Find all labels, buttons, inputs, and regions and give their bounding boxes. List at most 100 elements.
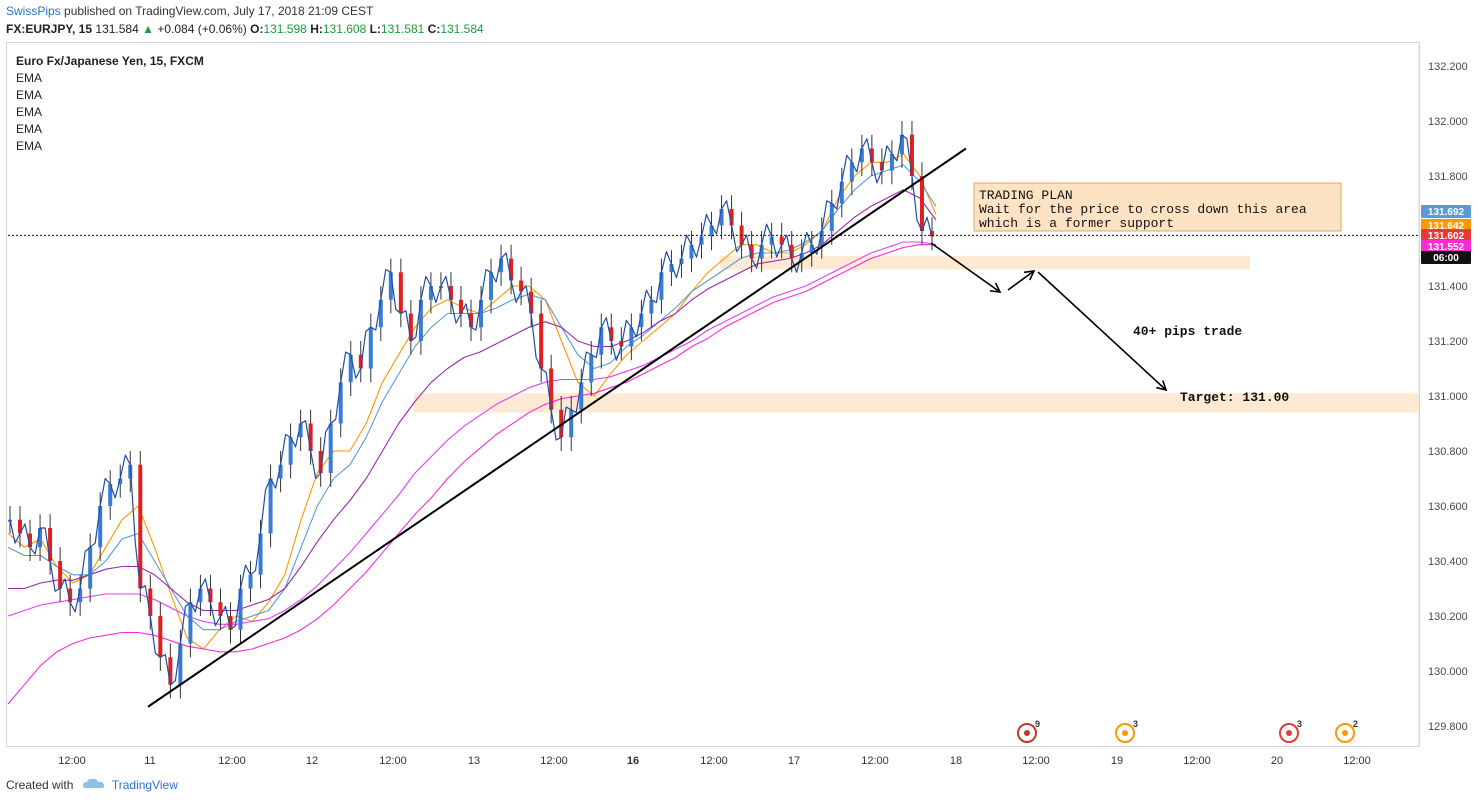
candle-body	[779, 236, 784, 245]
low-label: L:	[369, 22, 381, 36]
candle-body	[639, 313, 644, 328]
candle-body	[849, 162, 854, 182]
x-tick-label: 11	[144, 755, 155, 767]
candle-body	[869, 148, 874, 163]
candle-body	[68, 588, 73, 603]
candle-body	[839, 181, 844, 204]
candle-body	[899, 134, 904, 154]
candle-body	[48, 528, 53, 561]
tradingview-cloud-icon	[82, 778, 105, 790]
candle-body	[489, 272, 494, 300]
x-tick-label: 12:00	[58, 755, 86, 767]
candle-body	[348, 354, 353, 383]
candle-body	[228, 616, 233, 630]
candle-body	[509, 258, 514, 281]
price-label-text: 131.602	[1428, 231, 1465, 242]
x-tick-label: 12:00	[379, 755, 407, 767]
event-dot-icon	[1122, 730, 1128, 736]
high-label: H:	[310, 22, 323, 36]
y-tick-label: 130.000	[1428, 666, 1468, 678]
candle-body	[909, 134, 914, 176]
x-tick-label: 20	[1271, 755, 1283, 767]
candle-body	[889, 154, 894, 171]
candle-body	[549, 368, 554, 410]
arrowhead-icon	[1023, 270, 1036, 281]
y-tick-label: 131.800	[1428, 171, 1468, 183]
x-tick-label: 16	[627, 755, 639, 767]
price-label-tag	[1421, 229, 1471, 242]
event-badge-count: 9	[1035, 719, 1040, 729]
candle-body	[709, 225, 714, 237]
candle-body	[298, 423, 303, 438]
x-tick-label: 19	[1111, 755, 1123, 767]
pips-trade-label: 40+ pips trade	[1133, 324, 1242, 339]
trading-plan-box[interactable]	[973, 182, 1342, 232]
legend-ema-3[interactable]: EMA	[16, 105, 43, 119]
candle-body	[268, 478, 273, 534]
candle-body	[418, 299, 423, 341]
close-label: C:	[427, 22, 441, 36]
candle-body	[178, 643, 183, 685]
author-link[interactable]: SwissPips	[6, 4, 61, 18]
projection-arrow-1[interactable]	[930, 242, 1001, 293]
x-tick-label: 13	[468, 755, 480, 767]
candle-body	[729, 209, 734, 226]
candle-body	[338, 382, 343, 424]
x-tick-label: 12:00	[1022, 755, 1050, 767]
candle-body	[388, 272, 393, 300]
candle-body	[799, 253, 804, 259]
open-value: 131.598	[263, 22, 307, 36]
candle-body	[649, 299, 654, 314]
quote-line: FX:EURJPY, 15 131.584 ▲ +0.084 (+0.06%) …	[6, 22, 484, 36]
footer: Created with TradingView	[6, 778, 178, 792]
candle-body	[408, 313, 413, 341]
candle-body	[749, 244, 754, 259]
candle-body	[278, 464, 283, 479]
candle-body	[308, 423, 313, 451]
publish-info: SwissPips published on TradingView.com, …	[6, 4, 373, 18]
x-tick-label: 12:00	[861, 755, 889, 767]
candle-body	[529, 291, 534, 314]
x-tick-label: 12:00	[218, 755, 246, 767]
trendline[interactable]	[147, 147, 967, 708]
candle-body	[288, 437, 293, 465]
legend-ema-4[interactable]: EMA	[16, 122, 43, 136]
legend-ema-2[interactable]: EMA	[16, 88, 43, 102]
ema-line-3	[8, 189, 937, 612]
candle-body	[629, 327, 634, 347]
price-label-tag	[1421, 240, 1471, 253]
high-value: 131.608	[322, 22, 367, 36]
projection-arrow-2[interactable]	[1007, 270, 1035, 291]
ema-line-4	[7, 241, 937, 625]
candle-body	[188, 602, 193, 644]
legend-ema-1[interactable]: EMA	[16, 71, 43, 85]
candle-body	[248, 574, 253, 589]
projection-arrow-3[interactable]	[1037, 271, 1167, 391]
candle-body	[258, 533, 263, 575]
candle-body	[168, 657, 173, 685]
legend-ema-5[interactable]: EMA	[16, 139, 43, 153]
y-tick-label: 130.400	[1428, 556, 1468, 568]
last-price: 131.584	[95, 22, 139, 36]
y-tick-label: 130.600	[1428, 501, 1468, 513]
candle-body	[609, 327, 614, 341]
candle-body	[138, 464, 143, 589]
candle-body	[559, 409, 564, 438]
candle-body	[789, 244, 794, 259]
chart-header: SwissPips published on TradingView.com, …	[0, 0, 1479, 40]
trading-plan-line2: which is a former support	[979, 216, 1174, 231]
candle-body	[699, 236, 704, 245]
created-with-text: Created with	[6, 778, 74, 792]
candle-body	[569, 409, 574, 438]
price-change: +0.084 (+0.06%)	[157, 22, 247, 36]
event-dot-icon	[1342, 730, 1348, 736]
x-tick-label: 17	[788, 755, 800, 767]
event-badge-count: 3	[1133, 719, 1138, 729]
candle-body	[930, 231, 934, 237]
candle-body	[759, 244, 764, 259]
price-label-text: 131.552	[1428, 242, 1465, 253]
tradingview-link[interactable]: TradingView	[111, 778, 178, 792]
price-label-text: 06:00	[1433, 253, 1459, 264]
open-label: O:	[250, 22, 264, 36]
